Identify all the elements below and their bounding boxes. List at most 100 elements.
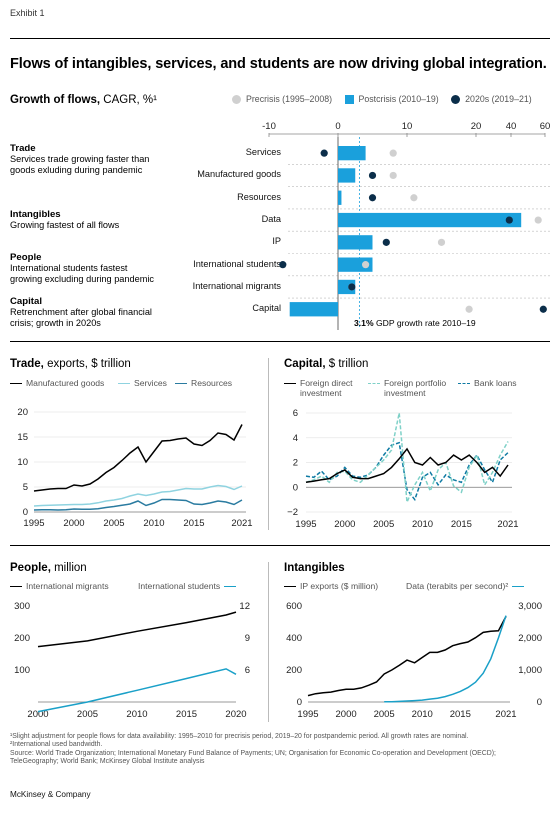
growth-dot-2020s-2019-21-international-students: [279, 261, 287, 269]
intangibles-y-right-tick-1-000: 1,000: [518, 665, 542, 676]
legend-precrisis: Precrisis (1995–2008): [232, 94, 332, 104]
growth-dot-2020s-2019-21-data: [505, 216, 513, 224]
legend-label: IP exports ($ million): [300, 581, 379, 591]
legend-label: International students: [138, 581, 221, 591]
legend-swatch: [368, 383, 380, 384]
legend-swatch: [118, 383, 130, 384]
people-x-tick-2010: 2010: [126, 709, 147, 720]
capital-chart-title: Capital, $ trillion: [284, 358, 369, 370]
vertical-divider-1: [268, 358, 269, 530]
growth-dot-precrisis-1995-2008-ip: [437, 238, 446, 246]
trade-x-tick-2010: 2010: [143, 518, 164, 529]
growth-bar-international-migrants: [338, 279, 356, 295]
legend-item-international-students: International students: [138, 581, 237, 591]
legend-label: Foreign portfolio investment: [384, 378, 447, 398]
capital-x-tick-2021: 2021: [497, 519, 518, 530]
trade-y-tick-0: 0: [23, 507, 28, 518]
people-series-international-students: [37, 668, 237, 713]
growth-bar-services: [338, 146, 366, 161]
people-x-tick-2015: 2015: [176, 709, 197, 720]
footnote-2: ²International used bandwidth.: [10, 741, 103, 749]
page-title: Flows of intangibles, services, and stud…: [10, 56, 547, 72]
trade-x-tick-2000: 2000: [63, 518, 84, 529]
trade-y-tick-15: 15: [17, 432, 28, 443]
growth-x-tick-40: 40: [506, 121, 517, 132]
intangibles-series-data-terabits-per-second: [384, 615, 507, 703]
growth-dot-precrisis-1995-2008-resources: [410, 194, 418, 202]
capital-x-tick-2015: 2015: [451, 519, 472, 530]
growth-bar-resources: [338, 190, 342, 205]
intangibles-chart-title: Intangibles: [284, 562, 345, 574]
intangibles-x-tick-1995: 1995: [297, 709, 318, 720]
legend-item-ip-exports-million: IP exports ($ million): [284, 581, 378, 591]
intangibles-y-left-tick-600: 600: [286, 601, 302, 612]
growth-category-capital: Capital: [252, 303, 281, 314]
growth-legend: Precrisis (1995–2008) Postcrisis (2010–1…: [232, 94, 542, 106]
growth-dot-2020s-2019-21-resources: [368, 194, 377, 202]
growth-dot-precrisis-1995-2008-data: [534, 216, 542, 224]
trade-x-tick-1995: 1995: [23, 518, 44, 529]
group-capital-desc-2: crisis; growth in 2020s: [10, 318, 101, 328]
growth-x-tick-60: 60: [540, 121, 551, 132]
group-capital-desc-1: Retrenchment after global financial: [10, 307, 152, 317]
intangibles-x-tick-2000: 2000: [336, 709, 357, 720]
people-x-tick-2020: 2020: [225, 709, 246, 720]
group-people-desc-1: International students fastest: [10, 263, 128, 273]
divider-1: [10, 341, 550, 342]
trade-x-tick-2005: 2005: [103, 518, 124, 529]
legend-label: Foreign direct investment: [300, 378, 353, 398]
legend-swatch: [10, 383, 22, 384]
brand-logo: McKinsey & Company: [10, 790, 91, 799]
growth-category-international-students: International students: [193, 258, 281, 269]
people-y-right-tick-9: 9: [245, 633, 250, 644]
growth-dot-2020s-2019-21-capital: [539, 305, 547, 313]
growth-category-data: Data: [261, 214, 281, 225]
people-y-left-tick-300: 300: [14, 601, 30, 612]
growth-dot-precrisis-1995-2008-international-students: [362, 261, 370, 269]
growth-x-tick-20: 20: [471, 121, 482, 132]
growth-category-manufactured-goods: Manufactured goods: [197, 169, 281, 180]
trade-series-manufactured-goods: [33, 424, 243, 492]
intangibles-y-left-tick-0: 0: [297, 697, 302, 708]
group-capital-title: Capital: [10, 296, 42, 307]
intangibles-legend: IP exports ($ million) Data (terabits per…: [284, 581, 554, 593]
intangibles-y-right-tick-0: 0: [537, 697, 542, 708]
capital-chart: −2 0 2 4 6 1995 2000 2005 2010 2015 2021: [287, 408, 518, 530]
footnotes: ¹Slight adjustment for people flows for …: [10, 733, 555, 767]
group-trade: Trade Services trade growing faster than…: [10, 143, 180, 176]
vertical-divider-2: [268, 562, 269, 722]
capital-legend: Foreign direct investment Foreign portfol…: [284, 378, 554, 402]
legend-swatch: [284, 586, 296, 587]
growth-dot-2020s-2019-21-services: [320, 149, 328, 157]
growth-category-services: Services: [245, 147, 281, 158]
growth-bar-capital: [289, 302, 338, 317]
legend-label: Bank loans: [474, 378, 517, 388]
legend-2020s: 2020s (2019–21): [451, 94, 532, 104]
capital-x-tick-2000: 2000: [334, 519, 355, 530]
trade-y-tick-20: 20: [17, 407, 28, 418]
trade-legend: Manufactured goods Services Resources: [10, 378, 260, 390]
legend-item-international-migrants: International migrants: [10, 581, 109, 591]
trade-series-services: [33, 484, 243, 507]
intangibles-y-right-tick-2-000: 2,000: [518, 633, 542, 644]
growth-dot-2020s-2019-21-ip: [382, 238, 390, 246]
people-y-right-tick-6: 6: [245, 665, 250, 676]
growth-chart-title: Growth of flows, CAGR, %¹: [10, 94, 157, 106]
group-trade-desc-1: Services trade growing faster than: [10, 154, 150, 164]
legend-item-foreign-portfolio-investment: Foreign portfolio investment: [368, 378, 446, 398]
legend-postcrisis-marker: [344, 94, 354, 104]
group-people-title: People: [10, 252, 42, 263]
people-chart-title: People, million: [10, 562, 87, 574]
legend-item-resources: Resources: [175, 378, 232, 388]
intangibles-y-left-tick-400: 400: [286, 633, 302, 644]
intangibles-y-right-tick-3-000: 3,000: [518, 601, 542, 612]
top-rule: [10, 38, 550, 39]
group-people-desc-2: growing excluding during pandemic: [10, 274, 155, 284]
growth-dot-2020s-2019-21-manufactured-goods: [368, 171, 377, 180]
growth-x-tick-10: 10: [402, 121, 413, 132]
people-chart: 100 200 300 6 9 12 2000 2005 2010 2015 2020: [14, 601, 250, 720]
trade-y-tick-5: 5: [23, 482, 28, 493]
people-y-left-tick-200: 200: [14, 633, 30, 644]
growth-category-international-migrants: International migrants: [192, 280, 281, 291]
growth-x-tick-10: -10: [262, 121, 276, 132]
